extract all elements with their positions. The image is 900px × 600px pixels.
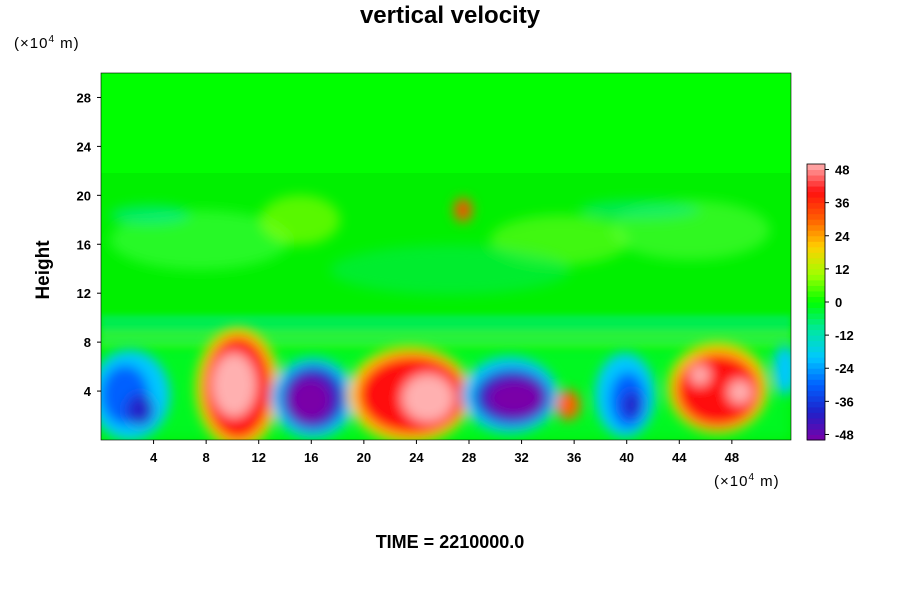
x-tick-label: 48 — [725, 450, 739, 465]
colorbar-tick-label: 48 — [835, 163, 849, 178]
colorbar-swatch — [807, 296, 825, 303]
x-tick-label: 20 — [357, 450, 371, 465]
colorbar-swatch — [807, 290, 825, 297]
plot-frame — [100, 72, 792, 441]
colorbar-swatch — [807, 329, 825, 336]
colorbar-swatch — [807, 313, 825, 320]
colorbar-swatch — [807, 197, 825, 204]
chart-title: vertical velocity — [359, 2, 541, 29]
x-tick-label: 36 — [567, 450, 581, 465]
colorbar-swatch — [807, 252, 825, 259]
x-tick-label: 32 — [514, 450, 528, 465]
colorbar-swatch — [807, 406, 825, 413]
colorbar-swatch — [807, 373, 825, 380]
colorbar-swatch — [807, 268, 825, 275]
colorbar-swatch — [807, 423, 825, 430]
colorbar-swatch — [807, 285, 825, 292]
colorbar-tick-label: 36 — [835, 196, 849, 211]
colorbar-swatch — [807, 202, 825, 209]
time-label: TIME = 2210000.0 — [375, 532, 525, 552]
y-tick-label: 24 — [77, 139, 92, 154]
colorbar-swatch — [807, 230, 825, 237]
colorbar-swatch — [807, 390, 825, 397]
colorbar-swatch — [807, 175, 825, 182]
colorbar-swatch — [807, 346, 825, 353]
colorbar-swatch — [807, 246, 825, 253]
colorbar-swatch — [807, 417, 825, 424]
colorbar-swatch — [807, 257, 825, 264]
colorbar-swatch — [807, 169, 825, 176]
colorbar-swatch — [807, 318, 825, 325]
x-tick-label: 28 — [462, 450, 476, 465]
y-tick-label: 20 — [77, 188, 91, 203]
colorbar-swatch — [807, 434, 825, 441]
colorbar-swatch — [807, 412, 825, 419]
colorbar-swatch — [807, 208, 825, 215]
colorbar-swatch — [807, 340, 825, 347]
colorbar-tick-label: 12 — [835, 262, 849, 277]
x-tick-label: 8 — [203, 450, 210, 465]
x-tick-label: 44 — [672, 450, 687, 465]
y-tick-label: 8 — [84, 335, 91, 350]
colorbar-swatch — [807, 307, 825, 314]
y-tick-label: 4 — [84, 384, 92, 399]
colorbar-swatch — [807, 395, 825, 402]
colorbar-swatch — [807, 263, 825, 270]
colorbar-swatch — [807, 235, 825, 242]
colorbar-tick-label: -36 — [835, 394, 854, 409]
colorbar-swatch — [807, 379, 825, 386]
x-axis-unit: (×104 m) — [714, 472, 780, 490]
colorbar-swatch — [807, 241, 825, 248]
colorbar-swatch — [807, 368, 825, 375]
colorbar-swatch — [807, 279, 825, 286]
colorbar-tick-label: 0 — [835, 295, 842, 310]
colorbar-swatch — [807, 180, 825, 187]
colorbar-swatch — [807, 428, 825, 435]
colorbar-tick-label: 24 — [835, 229, 850, 244]
x-tick-label: 12 — [251, 450, 265, 465]
y-tick-label: 12 — [77, 286, 91, 301]
colorbar-swatch — [807, 302, 825, 309]
colorbar-swatch — [807, 335, 825, 342]
colorbar-tick-label: -12 — [835, 328, 854, 343]
y-tick-label: 28 — [77, 90, 91, 105]
colorbar-swatch — [807, 324, 825, 331]
colorbar-swatch — [807, 213, 825, 220]
colorbar-swatch — [807, 274, 825, 281]
colorbar-swatch — [807, 219, 825, 226]
colorbar-swatch — [807, 384, 825, 391]
colorbar-swatch — [807, 186, 825, 193]
colorbar-tick-label: -48 — [835, 427, 854, 442]
colorbar-swatch — [807, 164, 825, 171]
x-tick-label: 40 — [619, 450, 633, 465]
colorbar-swatch — [807, 401, 825, 408]
colorbar-swatch — [807, 224, 825, 231]
colorbar-swatch — [807, 362, 825, 369]
x-tick-label: 16 — [304, 450, 318, 465]
heatmap-field — [101, 73, 791, 440]
x-tick-label: 4 — [150, 450, 158, 465]
colorbar-swatch — [807, 191, 825, 198]
colorbar-swatch — [807, 357, 825, 364]
y-tick-label: 16 — [77, 237, 91, 252]
y-axis-unit: (×104 m) — [14, 34, 80, 52]
colorbar-tick-label: -24 — [835, 361, 855, 376]
colorbar: 48 36 24 12 0 -12 -24 -36 -48 — [806, 163, 855, 442]
colorbar-swatch — [807, 351, 825, 358]
x-tick-label: 24 — [409, 450, 424, 465]
